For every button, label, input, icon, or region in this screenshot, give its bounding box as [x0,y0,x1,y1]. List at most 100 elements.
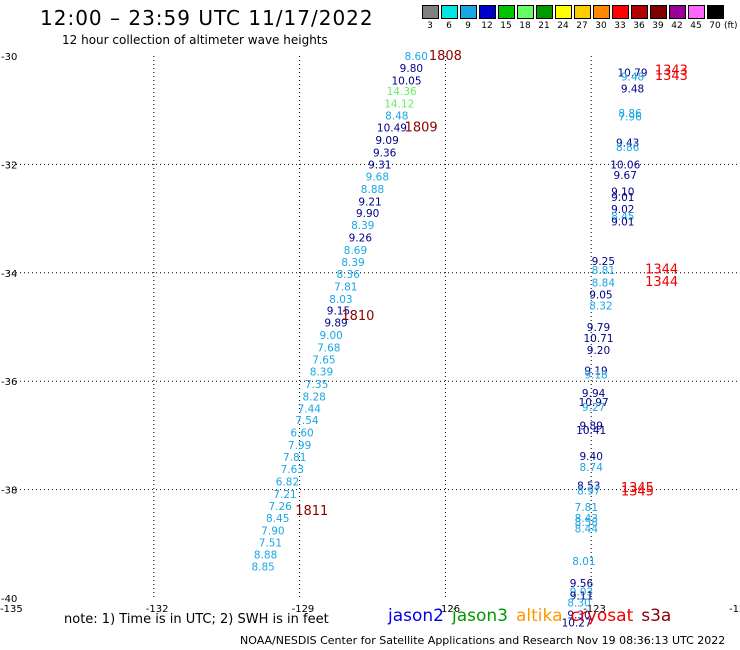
wave-height-value: 8.39 [341,257,364,269]
color-scale-tick: 42 [671,21,683,31]
color-scale-swatch [688,5,705,19]
wave-height-value: 9.89 [580,421,603,433]
wave-height-value: 7.21 [273,489,296,501]
wave-height-value: 7.35 [305,379,328,391]
wave-height-value: 9.94 [582,388,606,400]
wave-height-value: 9.48 [621,72,644,84]
y-tick-label: -36 [1,377,17,388]
wave-height-value: 7.81 [334,281,357,293]
legend-entry-s3a: s3a [641,606,672,626]
wave-height-value: 9.21 [358,196,381,208]
wave-height-value: 8.88 [361,184,384,196]
color-scale-tick: 18 [519,21,531,31]
wave-height-value: 8.60 [405,51,428,63]
wave-height-value: 9.15 [327,306,350,318]
color-scale-tick: 27 [576,21,588,31]
wave-height-value: 9.05 [589,289,612,301]
color-scale-tick: 12 [481,21,493,31]
legend-entry-jason2: jason2 [388,606,444,626]
footer-note: note: 1) Time is in UTC; 2) SWH is in fe… [64,612,329,627]
wave-height-value: 8.32 [589,300,612,312]
color-scale-unit: (ft) [724,21,738,31]
wave-height-value: 9.48 [621,84,644,96]
wave-height-value: 9.11 [570,590,593,602]
wave-height-value: 9.79 [587,322,610,334]
wave-height-value: 7.90 [261,525,284,537]
y-tick-label: -40 [1,594,17,605]
wave-height-value: 6.82 [276,476,299,488]
wave-height-value: 9.26 [349,233,373,245]
wave-height-value: 9.31 [368,159,391,171]
time-label: 1344 [645,275,678,290]
legend-entry-cryosat: cryosat [570,606,634,626]
time-label: 1345 [621,485,654,500]
x-tick-label: -135 [0,604,23,615]
wave-height-value: 9.43 [616,138,639,150]
wave-height-value: 8.88 [254,550,277,562]
wave-height-value: 9.03 [570,586,593,598]
x-tick-label: -132 [146,604,169,615]
wave-height-value: 8.30 [567,597,590,609]
wave-height-value: 8.81 [592,265,615,277]
wave-height-value: 9.02 [611,204,634,216]
color-scale-swatch [536,5,553,19]
wave-height-value: 9.27 [582,402,605,414]
wave-height-value: 8.84 [592,278,616,290]
wave-height-value: 8.01 [572,556,595,568]
time-label: 1811 [295,504,328,519]
legend-entry-jason3: jason3 [452,606,508,626]
wave-height-value: 8.43 [575,513,598,525]
wave-height-value: 8.45 [266,513,289,525]
wave-height-value: 8.36 [337,269,361,281]
wave-height-value: 9.67 [614,170,637,182]
wave-height-value: 9.68 [366,171,389,183]
wave-height-value: 7.26 [268,501,292,513]
wave-height-value: 6.60 [290,428,313,440]
wave-height-value: 10.79 [617,67,647,79]
color-scale-swatch [612,5,629,19]
color-scale-swatch [669,5,686,19]
color-scale-tick: 6 [446,21,452,31]
time-label: 1809 [405,120,438,135]
wave-height-value: 10.05 [391,75,421,87]
wave-height-value: 7.54 [295,415,319,427]
y-tick-label: -30 [1,52,17,63]
time-label: 1345 [621,481,654,496]
wave-height-value: 9.01 [611,216,634,228]
time-label: 1810 [341,309,374,324]
wave-height-value: 8.58 [575,517,598,529]
wave-height-value: 9.90 [356,208,379,220]
color-scale-tick: 3 [427,21,433,31]
satellite-legend: jason2 jason3 altika cryosat s3a [388,606,679,626]
time-label: 1808 [429,49,462,64]
wave-height-value: 8.28 [302,391,325,403]
color-scale-swatch [650,5,667,19]
wave-height-value: 7.65 [312,355,335,367]
wave-height-value: 7.96 [618,112,642,124]
wave-height-value: 8.85 [251,562,274,574]
wave-height-value: 9.30 [567,609,590,621]
wave-height-value: 9.20 [587,345,610,357]
wave-height-value: 9.25 [592,256,615,268]
color-scale-tick: 36 [633,21,645,31]
color-scale-tick: 70 [709,21,721,31]
wave-height-value: 14.36 [387,86,417,98]
color-scale-swatch [441,5,458,19]
color-scale-swatch [422,5,439,19]
wave-height-value: 7.44 [298,403,322,415]
color-scale-tick: 33 [614,21,626,31]
wave-height-value: 10.41 [576,425,606,437]
wave-height-value: 9.56 [570,578,594,590]
color-scale-tick: 45 [690,21,702,31]
color-scale-swatch [460,5,477,19]
wave-height-value: 9.36 [373,147,397,159]
wave-height-value: 8.97 [577,486,600,498]
wave-height-value: 7.99 [288,440,311,452]
wave-height-value: 9.89 [324,318,347,330]
legend-entry-altika: altika [516,606,563,626]
color-scale-tick: 30 [595,21,607,31]
footer-credit: NOAA/NESDIS Center for Satellite Applica… [240,634,726,647]
wave-height-value: 9.40 [580,451,603,463]
wave-height-value: 8.39 [351,220,374,232]
